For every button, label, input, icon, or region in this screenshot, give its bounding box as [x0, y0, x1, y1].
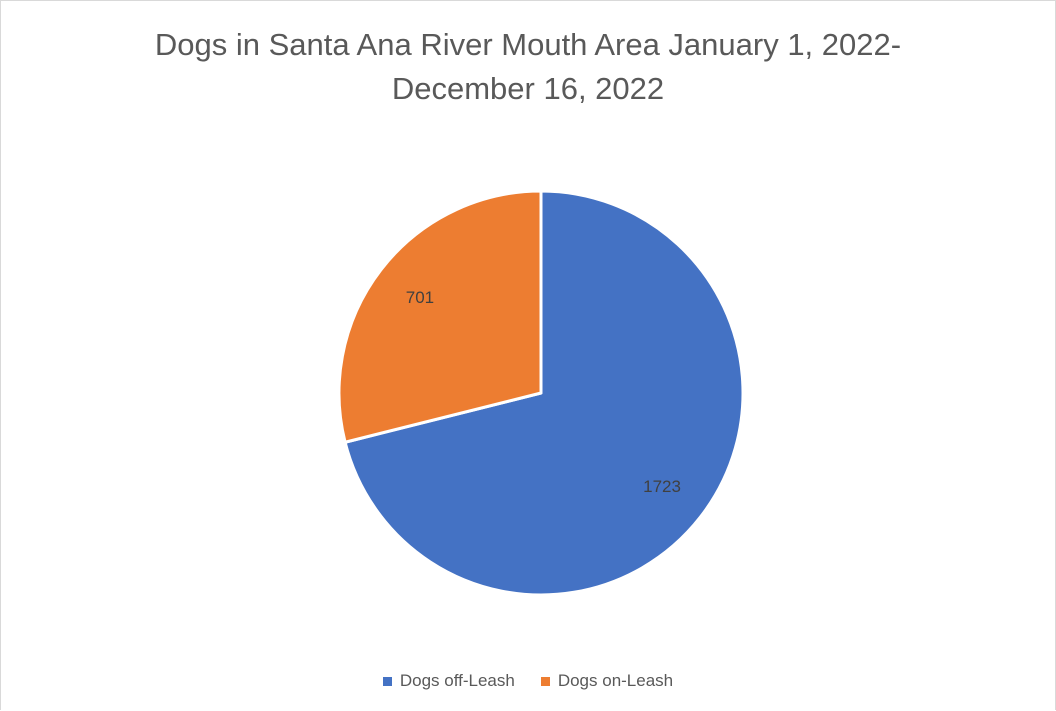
- chart-title-line-2: December 16, 2022: [391, 71, 665, 106]
- legend-swatch-dogs-on-leash: [540, 676, 550, 686]
- legend-entry-dogs-off-leash: Dogs off-Leash: [382, 671, 515, 691]
- legend: Dogs off-Leash Dogs on-Leash: [1, 671, 1055, 691]
- chart-title-line-1: Dogs in Santa Ana River Mouth Area Janua…: [154, 27, 902, 62]
- pie-slice-dogs-on-leash: [337, 189, 543, 444]
- legend-entry-dogs-on-leash: Dogs on-Leash: [540, 671, 674, 691]
- pie-slice-dogs-off-leash: [343, 189, 745, 597]
- data-label-dogs-off-leash: 1723: [643, 477, 681, 496]
- legend-label-dogs-off-leash: Dogs off-Leash: [399, 671, 515, 690]
- legend-label-dogs-on-leash: Dogs on-Leash: [557, 671, 674, 690]
- data-label-dogs-on-leash: 701: [406, 288, 434, 307]
- chart-title: Dogs in Santa Ana River Mouth Area Janua…: [1, 23, 1055, 111]
- legend-swatch-dogs-off-leash: [382, 676, 392, 686]
